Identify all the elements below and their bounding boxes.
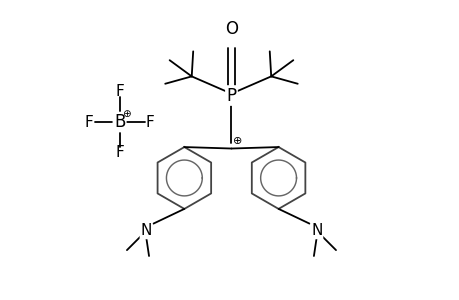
Text: F: F [115,84,123,99]
Text: F: F [115,145,123,160]
Text: F: F [145,115,154,130]
Text: O: O [224,20,237,38]
Text: F: F [85,115,94,130]
Text: ⊕: ⊕ [122,109,130,119]
Text: N: N [310,224,322,238]
Text: B: B [114,113,125,131]
Text: ⊕: ⊕ [233,136,242,146]
Text: N: N [140,224,151,238]
Text: P: P [226,86,236,104]
